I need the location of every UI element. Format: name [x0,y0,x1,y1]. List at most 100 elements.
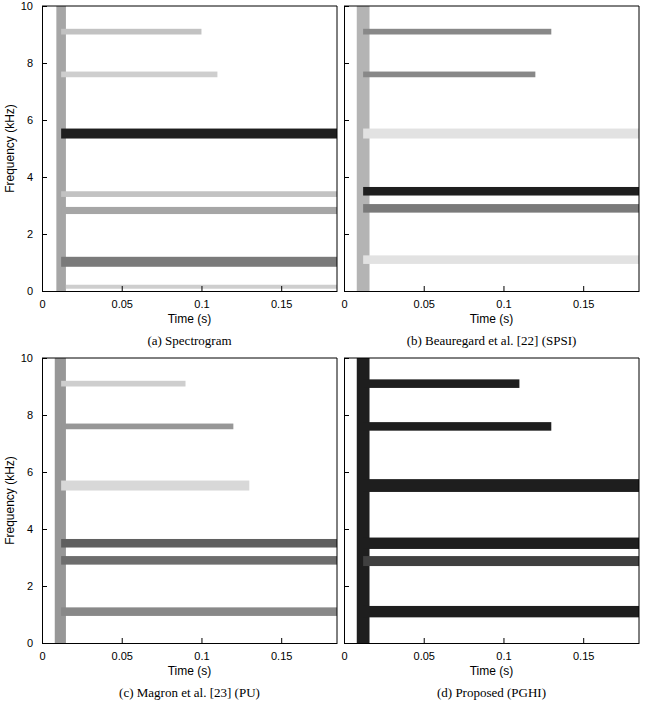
y-tick [344,529,349,530]
y-tick-mark [344,643,349,644]
y-axis [344,359,349,644]
band [61,191,337,197]
y-tick [344,291,349,292]
y-axis-title: Frequency (kHz) [3,456,17,545]
y-tick-label: 4 [27,523,33,535]
x-tick-label: 0.05 [112,650,133,662]
x-tick-label: 0.05 [414,298,435,310]
marks [56,6,337,291]
band [61,207,337,214]
y-tick [344,63,349,64]
x-tick: 0.05 [414,638,435,662]
x-tick-label: 0 [39,298,45,310]
band [61,72,217,78]
y-tick-mark [42,6,47,7]
y-tick: 6 [27,114,47,126]
band [363,422,551,431]
band [61,481,249,491]
band [363,556,639,566]
y-axis-line [344,7,345,292]
y-tick-label: 2 [27,228,33,240]
x-tick-label: 0 [39,650,45,662]
y-tick-mark [42,234,47,235]
y-tick: 2 [27,228,47,240]
y-tick-mark [344,234,349,235]
x-tick-label: 0 [341,298,347,310]
panel: 00.050.10.150246810Time (s)Frequency (kH… [3,352,338,700]
y-tick: 0 [27,637,47,649]
y-tick-label: 8 [27,57,33,69]
band [363,479,639,492]
x-axis-line [345,291,640,292]
band [363,379,519,388]
y-tick-mark [42,291,47,292]
x-tick: 0.1 [194,638,209,662]
x-tick-label: 0.15 [271,650,292,662]
marks [357,358,639,643]
y-tick-label: 10 [21,352,33,364]
x-tick-mark [424,286,425,291]
y-tick: 10 [21,0,47,12]
band [61,607,337,616]
x-tick-label: 0.05 [414,650,435,662]
x-tick-label: 0.15 [271,298,292,310]
y-tick-mark [42,63,47,64]
y-tick [344,643,349,644]
x-axis-title: Time (s) [470,664,514,678]
y-tick [344,177,349,178]
marks [357,6,639,291]
x-tick-label: 0.15 [573,298,594,310]
frame [639,6,640,291]
x-tick-label: 0.1 [194,298,209,310]
band [363,255,639,264]
y-tick: 10 [21,352,47,364]
x-tick: 0.05 [112,638,133,662]
frame [344,6,639,7]
band [61,424,233,430]
x-tick: 0.15 [271,638,292,662]
x-tick-mark [281,638,282,643]
y-tick-mark [344,529,349,530]
x-tick-mark [122,638,123,643]
x-tick-mark [503,638,504,643]
y-tick [344,234,349,235]
y-tick-label: 6 [27,114,33,126]
x-tick-label: 0 [341,650,347,662]
band [56,6,66,291]
y-tick-label: 0 [27,637,33,649]
panel: 00.050.10.15Time (s)(b) Beauregard et al… [341,6,639,348]
y-tick: 6 [27,466,47,478]
band [363,606,639,617]
frame [344,358,639,359]
caption: (d) Proposed (PGHI) [437,685,546,700]
x-axis: 00.050.10.15 [39,286,337,310]
plot-background [42,6,337,291]
caption: (b) Beauregard et al. [22] (SPSI) [407,333,577,348]
panel: 00.050.10.150246810Time (s)Frequency (kH… [3,0,338,348]
x-tick-mark [424,638,425,643]
y-tick-mark [42,586,47,587]
x-axis-line [43,643,338,644]
y-tick [344,6,349,7]
y-tick-mark [42,358,47,359]
y-tick [344,120,349,121]
band [61,257,337,267]
y-axis-title: Frequency (kHz) [3,104,17,193]
y-tick: 4 [27,171,47,183]
x-axis-line [345,643,640,644]
x-tick: 0.1 [496,286,511,310]
x-tick-mark [583,286,584,291]
band [363,187,639,196]
band [363,72,535,78]
x-axis-title: Time (s) [168,312,212,326]
band [357,358,370,643]
y-tick-label: 10 [21,0,33,12]
frame [337,358,338,643]
y-tick: 4 [27,523,47,535]
y-tick-mark [42,529,47,530]
x-tick-label: 0.15 [573,650,594,662]
y-tick-label: 6 [27,466,33,478]
x-tick-mark [503,286,504,291]
band [61,29,201,35]
band [61,556,337,565]
